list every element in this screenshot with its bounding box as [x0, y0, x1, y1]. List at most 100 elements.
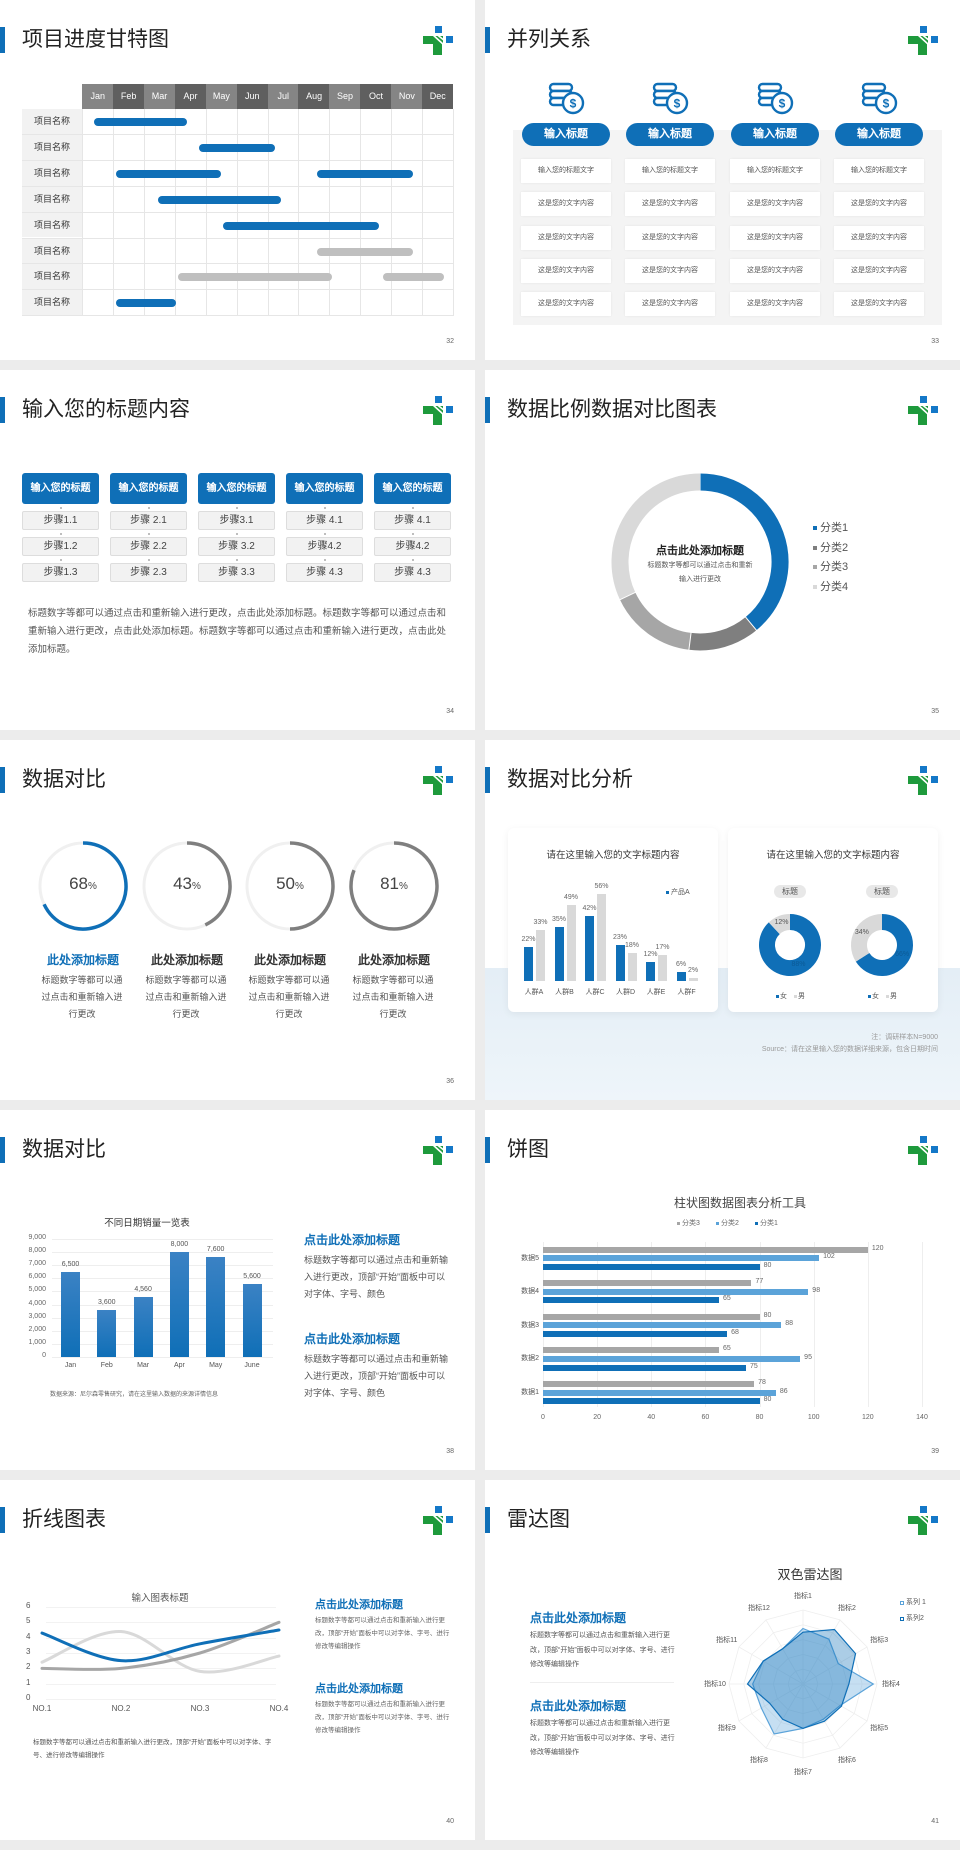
- step-column-heading[interactable]: 输入您的标题: [198, 473, 275, 504]
- step-box[interactable]: 步骤 4.3: [286, 563, 363, 582]
- step-box[interactable]: 步骤3.1: [198, 511, 275, 530]
- x-tick-label: NO.1: [32, 1704, 52, 1713]
- step-column-heading[interactable]: 输入您的标题: [110, 473, 187, 504]
- step-box[interactable]: 步骤 2.2: [110, 537, 187, 556]
- step-box[interactable]: 步骤 2.1: [110, 511, 187, 530]
- bar[interactable]: [554, 926, 564, 981]
- step-column-heading[interactable]: 输入您的标题: [286, 473, 363, 504]
- column-heading-pill[interactable]: 输入标题: [626, 123, 714, 146]
- slide-title: 项目进度甘特图: [22, 28, 169, 51]
- text-cell[interactable]: 这是您的文字内容: [730, 192, 820, 217]
- text-cell[interactable]: 这是您的文字内容: [521, 225, 611, 250]
- step-box[interactable]: 步骤 4.1: [374, 511, 451, 530]
- step-box[interactable]: 步骤 3.3: [198, 563, 275, 582]
- step-box[interactable]: 步骤 2.3: [110, 563, 187, 582]
- bar[interactable]: [524, 946, 533, 981]
- text-cell[interactable]: 这是您的文字内容: [625, 292, 715, 317]
- column-heading-pill[interactable]: 输入标题: [835, 123, 923, 146]
- bar[interactable]: [627, 953, 637, 981]
- bar[interactable]: [543, 1322, 782, 1329]
- logo-cross-icon: [908, 1136, 938, 1165]
- text-cell[interactable]: 这是您的文字内容: [625, 192, 715, 217]
- bar[interactable]: [543, 1356, 801, 1362]
- dollar-sign: $: [674, 97, 681, 111]
- text-cell[interactable]: 这是您的文字内容: [521, 192, 611, 217]
- bar[interactable]: [543, 1389, 776, 1396]
- step-box[interactable]: 步骤 3.2: [198, 537, 275, 556]
- text-cell[interactable]: 输入您的标题文字: [625, 159, 715, 183]
- text-cell[interactable]: 这是您的文字内容: [730, 258, 820, 283]
- step-box[interactable]: 步骤 4.1: [286, 511, 363, 530]
- text-cell[interactable]: 这是您的文字内容: [730, 292, 820, 317]
- bar[interactable]: [615, 945, 625, 981]
- bar[interactable]: [133, 1297, 153, 1357]
- text-cell[interactable]: 这是您的文字内容: [730, 225, 820, 250]
- gantt-bar[interactable]: [222, 221, 379, 230]
- bar[interactable]: [658, 954, 667, 981]
- bar[interactable]: [543, 1331, 728, 1337]
- step-column-heading[interactable]: 输入您的标题: [374, 473, 451, 504]
- text-cell[interactable]: 这是您的文字内容: [625, 225, 715, 250]
- step-column-heading[interactable]: 输入您的标题: [22, 473, 99, 504]
- text-cell[interactable]: 这是您的文字内容: [521, 292, 611, 317]
- bar[interactable]: [543, 1288, 809, 1295]
- bar[interactable]: [543, 1364, 747, 1371]
- step-box[interactable]: 步骤4.2: [286, 537, 363, 556]
- bar[interactable]: [543, 1280, 752, 1287]
- grid-line: [22, 289, 453, 291]
- bar[interactable]: [543, 1313, 760, 1320]
- text-cell[interactable]: 这是您的文字内容: [834, 225, 924, 250]
- gantt-bar[interactable]: [383, 273, 444, 282]
- bar[interactable]: [242, 1283, 262, 1357]
- step-box[interactable]: 步骤4.2: [374, 537, 451, 556]
- line-series-3: [40, 1620, 281, 1671]
- bar[interactable]: [543, 1347, 719, 1354]
- bar[interactable]: [543, 1263, 760, 1270]
- card-title: 请在这里输入您的文字标题内容: [766, 850, 900, 861]
- bar[interactable]: [206, 1257, 226, 1357]
- text-cell[interactable]: 这是您的文字内容: [834, 292, 924, 317]
- slice-separator: [619, 591, 636, 601]
- bar[interactable]: [688, 977, 698, 981]
- bar[interactable]: [536, 929, 545, 981]
- column-heading-pill[interactable]: 输入标题: [731, 123, 819, 146]
- bar[interactable]: [543, 1381, 755, 1387]
- gantt-bar[interactable]: [116, 169, 222, 178]
- bar[interactable]: [543, 1255, 820, 1262]
- gantt-bar[interactable]: [316, 247, 413, 256]
- text-cell[interactable]: 输入您的标题文字: [521, 159, 611, 183]
- gantt-bar[interactable]: [116, 299, 177, 308]
- text-cell[interactable]: 输入您的标题文字: [730, 159, 820, 183]
- bar[interactable]: [543, 1398, 760, 1405]
- gantt-bar[interactable]: [157, 195, 282, 204]
- text-cell[interactable]: 这是您的文字内容: [834, 192, 924, 217]
- grid-line: [813, 1242, 815, 1407]
- gantt-bar[interactable]: [177, 273, 333, 282]
- bar[interactable]: [169, 1252, 189, 1357]
- step-box[interactable]: 步骤1.2: [22, 537, 99, 556]
- step-box[interactable]: 步骤1.3: [22, 563, 99, 582]
- text-cell[interactable]: 这是您的文字内容: [521, 258, 611, 283]
- bar[interactable]: [597, 894, 606, 981]
- block-heading: 点击此处添加标题: [315, 1683, 403, 1695]
- grid-line: [922, 1242, 923, 1407]
- text-cell[interactable]: 这是您的文字内容: [625, 258, 715, 283]
- bar[interactable]: [566, 905, 576, 981]
- title-accent-bar: [485, 1137, 490, 1163]
- gantt-bar[interactable]: [316, 169, 413, 178]
- text-cell[interactable]: 输入您的标题文字: [834, 159, 924, 183]
- bar[interactable]: [97, 1309, 117, 1357]
- column-heading-pill[interactable]: 输入标题: [522, 123, 610, 146]
- gantt-bar[interactable]: [94, 118, 188, 126]
- bar[interactable]: [646, 962, 655, 981]
- bar[interactable]: [543, 1246, 868, 1253]
- text-cell[interactable]: 这是您的文字内容: [834, 258, 924, 283]
- bar[interactable]: [61, 1271, 80, 1357]
- step-box[interactable]: 步骤 4.3: [374, 563, 451, 582]
- legend-item: 系列 1: [906, 1599, 926, 1606]
- bar[interactable]: [585, 915, 594, 981]
- bar[interactable]: [676, 971, 686, 981]
- bar[interactable]: [543, 1297, 719, 1304]
- gantt-bar[interactable]: [199, 143, 276, 152]
- step-box[interactable]: 步骤1.1: [22, 511, 99, 530]
